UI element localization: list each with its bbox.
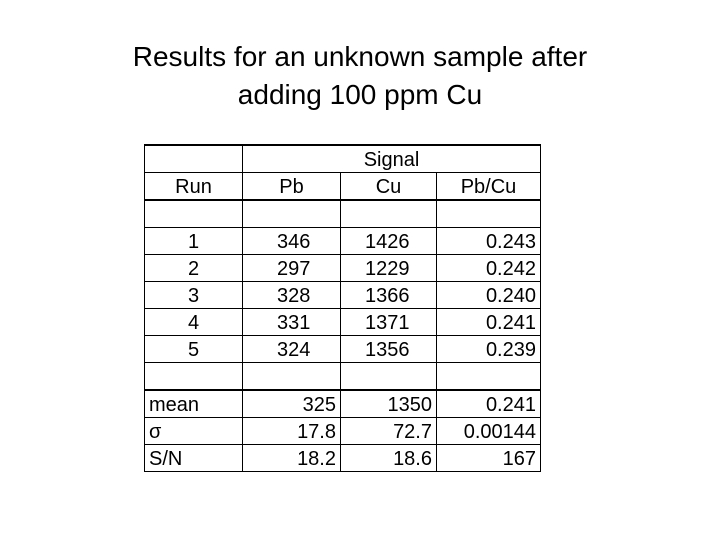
pb-column-header: Pb [242, 172, 341, 201]
pb-signal: 331 [242, 308, 341, 336]
run-number: 3 [144, 281, 243, 309]
column-header-row: Run Pb Cu Pb/Cu [144, 172, 541, 201]
run-number: 5 [144, 335, 243, 363]
spacer-cell [436, 199, 541, 228]
spacer-cell [340, 199, 437, 228]
cu-column-header: Cu [340, 172, 437, 201]
pb-cu-ratio: 0.243 [436, 227, 541, 255]
spacer-row [144, 362, 541, 391]
stats-row-mean: mean 325 1350 0.241 [144, 389, 541, 418]
stat-label: S/N [144, 444, 243, 472]
table-row: 4 331 1371 0.241 [144, 308, 541, 336]
run-number: 4 [144, 308, 243, 336]
run-number: 2 [144, 254, 243, 282]
table-row: 1 346 1426 0.243 [144, 227, 541, 255]
signal-group-header: Signal [242, 144, 541, 173]
run-number: 1 [144, 227, 243, 255]
cu-stat: 18.6 [340, 444, 437, 472]
stats-row-sn: S/N 18.2 18.6 167 [144, 444, 541, 472]
pb-signal: 297 [242, 254, 341, 282]
pb-signal: 328 [242, 281, 341, 309]
run-column-header: Run [144, 172, 243, 201]
spacer-cell [242, 199, 341, 228]
table-row: 2 297 1229 0.242 [144, 254, 541, 282]
pb-cu-ratio: 0.242 [436, 254, 541, 282]
ratio-stat: 167 [436, 444, 541, 472]
group-header-row: Signal [144, 144, 541, 173]
stat-label: mean [144, 389, 243, 418]
cu-signal: 1426 [340, 227, 437, 255]
group-header-blank [144, 144, 243, 173]
spacer-cell [436, 362, 541, 391]
spacer-cell [144, 199, 243, 228]
pb-stat: 17.8 [242, 417, 341, 445]
pb-signal: 346 [242, 227, 341, 255]
cu-signal: 1229 [340, 254, 437, 282]
spacer-cell [242, 362, 341, 391]
stat-label: σ [144, 417, 243, 445]
pb-signal: 324 [242, 335, 341, 363]
ratio-stat: 0.00144 [436, 417, 541, 445]
ratio-stat: 0.241 [436, 389, 541, 418]
pb-cu-ratio: 0.241 [436, 308, 541, 336]
results-table: Signal Run Pb Cu Pb/Cu 1 346 1426 0.243 … [144, 144, 541, 472]
table-row: 3 328 1366 0.240 [144, 281, 541, 309]
pb-cu-ratio: 0.239 [436, 335, 541, 363]
slide-title: Results for an unknown sample after addi… [0, 38, 720, 114]
cu-stat: 72.7 [340, 417, 437, 445]
spacer-cell [144, 362, 243, 391]
stats-row-sigma: σ 17.8 72.7 0.00144 [144, 417, 541, 445]
slide-title-line-2: adding 100 ppm Cu [237, 79, 483, 110]
cu-signal: 1356 [340, 335, 437, 363]
cu-stat: 1350 [340, 389, 437, 418]
ratio-column-header: Pb/Cu [436, 172, 541, 201]
pb-stat: 325 [242, 389, 341, 418]
cu-signal: 1371 [340, 308, 437, 336]
cu-signal: 1366 [340, 281, 437, 309]
pb-cu-ratio: 0.240 [436, 281, 541, 309]
table-row: 5 324 1356 0.239 [144, 335, 541, 363]
spacer-cell [340, 362, 437, 391]
pb-stat: 18.2 [242, 444, 341, 472]
spacer-row [144, 199, 541, 228]
slide-title-line-1: Results for an unknown sample after [132, 41, 588, 72]
